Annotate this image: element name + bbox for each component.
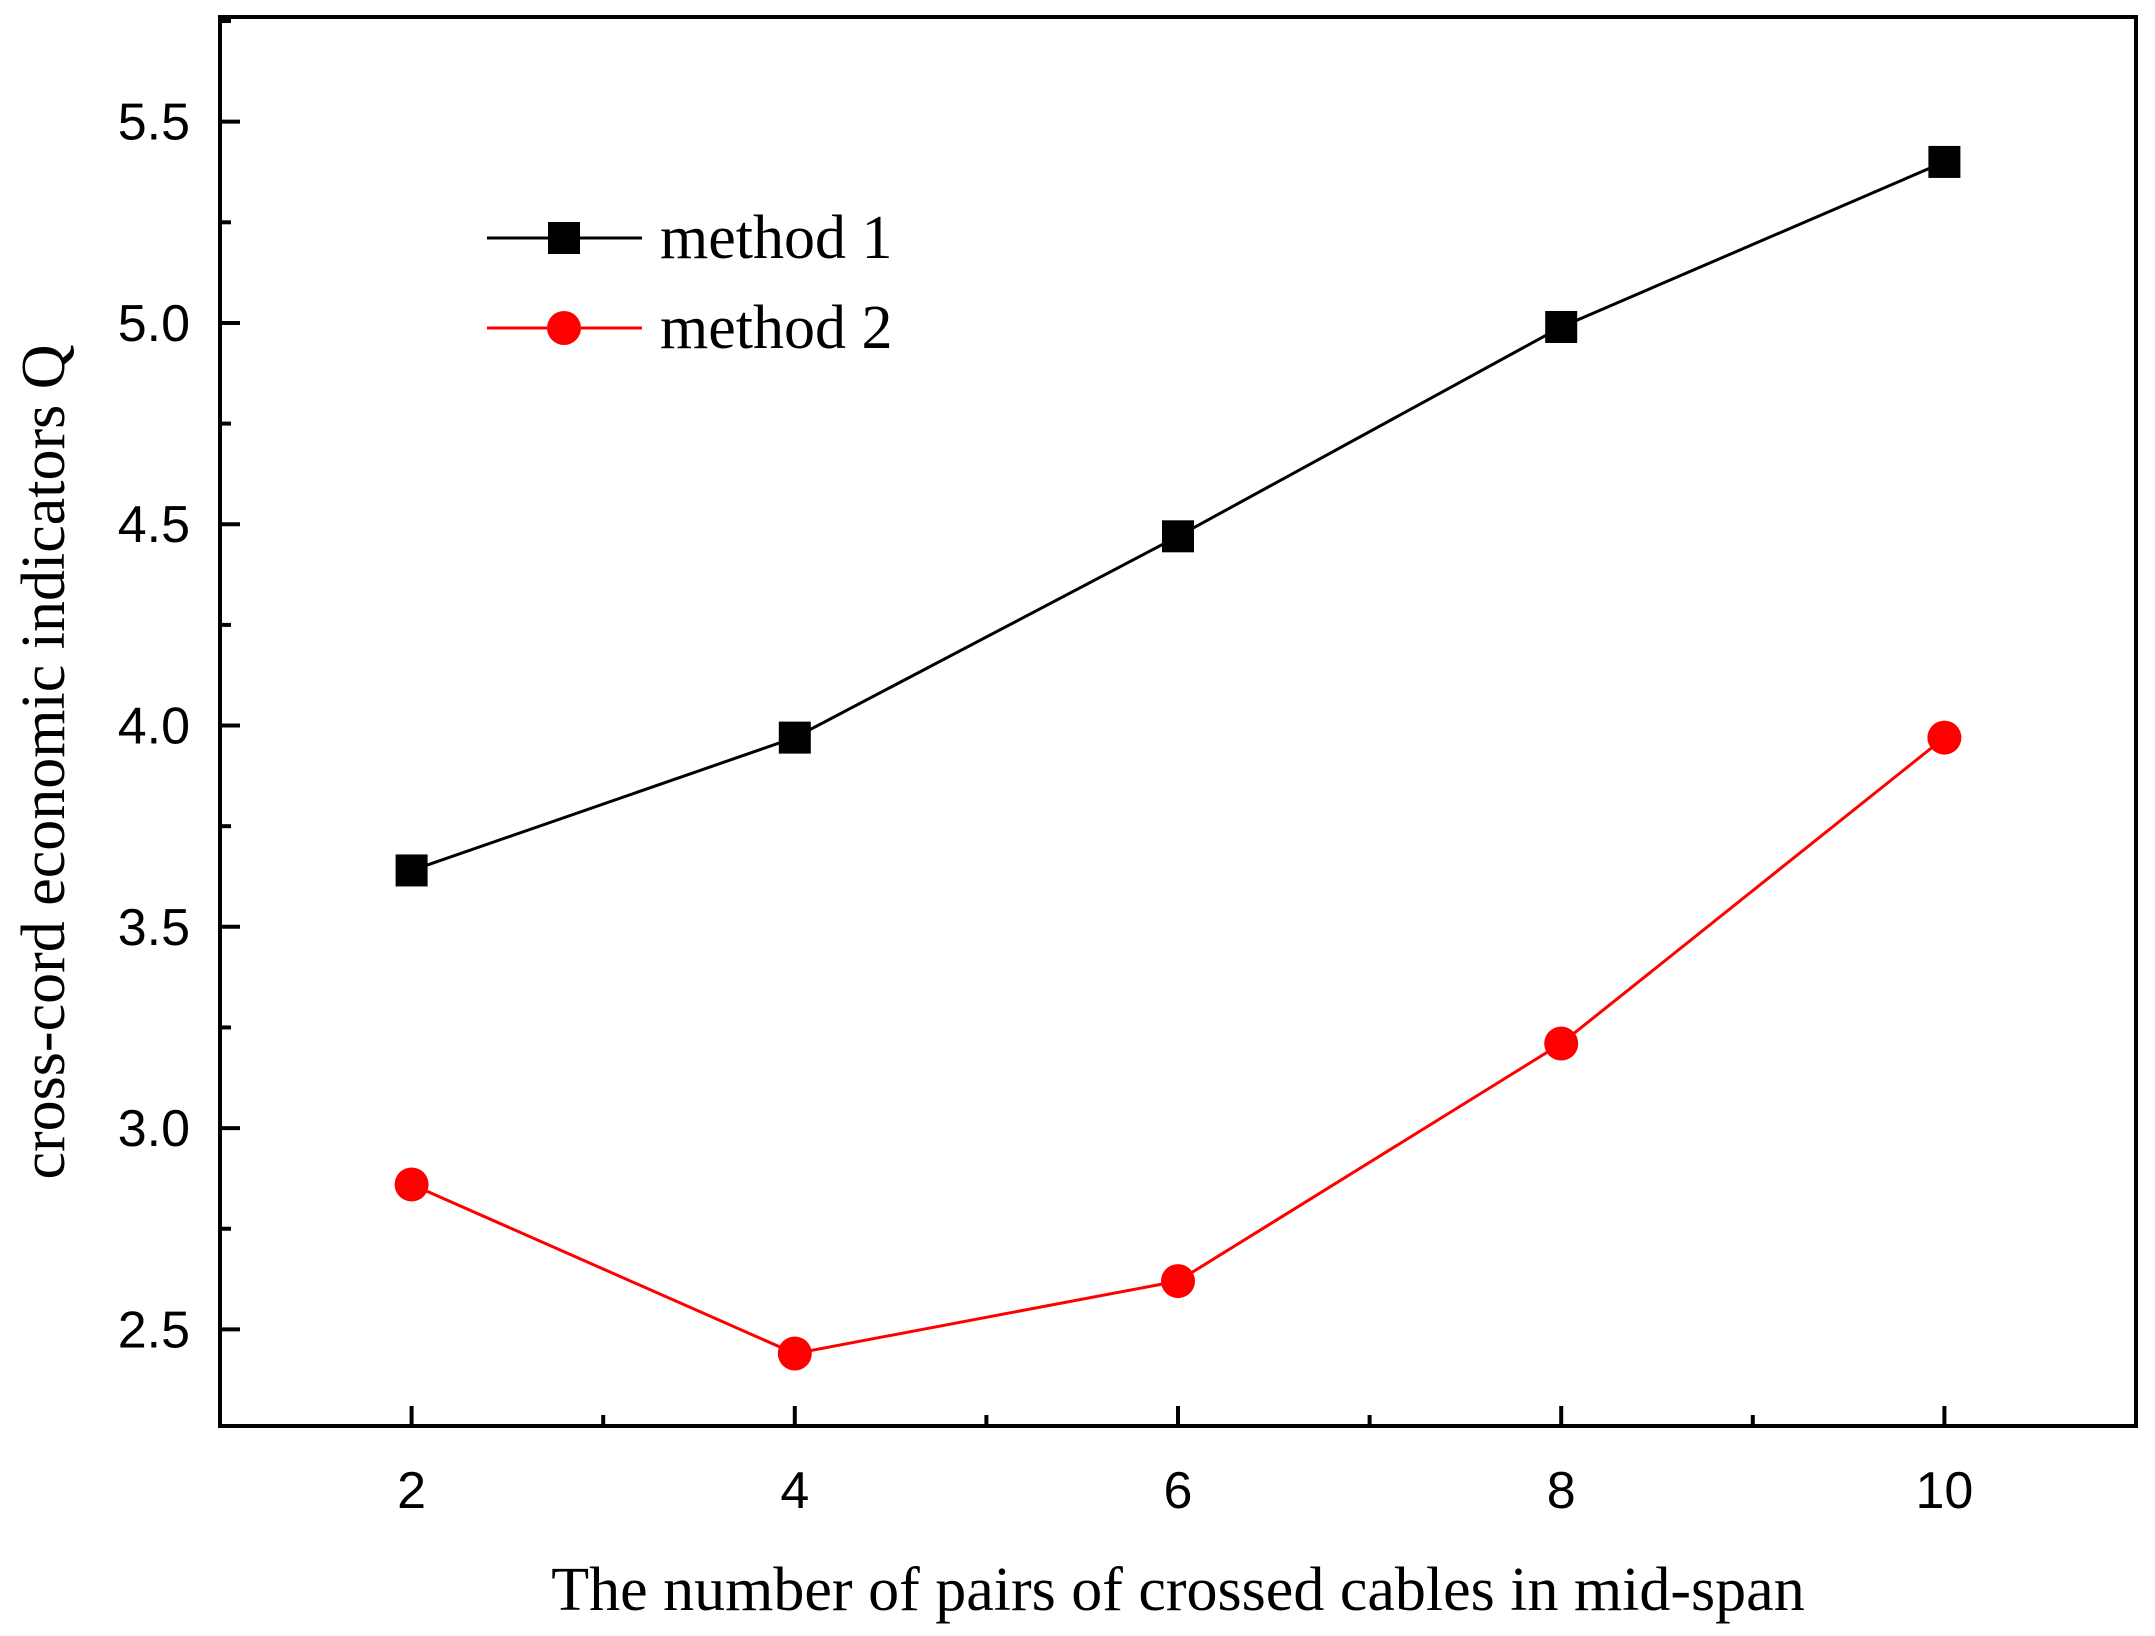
- series-line-method-1: [411, 160, 1945, 872]
- y-tick-label: 2.5: [118, 1301, 190, 1359]
- data-point: [1161, 1264, 1195, 1299]
- legend: method 1 method 2: [487, 204, 892, 362]
- y-tick-label: 5.5: [118, 94, 190, 152]
- x-tick-label: 4: [780, 1462, 809, 1520]
- x-tick-label: 2: [397, 1462, 426, 1520]
- legend-item-method-1: method 1: [487, 204, 892, 272]
- series-method-2: [394, 720, 1962, 1371]
- y-tick-label: 4.0: [118, 698, 190, 756]
- data-point: [1927, 720, 1962, 755]
- y-tick-label: 3.0: [118, 1100, 190, 1158]
- x-tick-label: 10: [1915, 1462, 1973, 1520]
- data-point: [778, 721, 811, 754]
- legend-label: method 1: [660, 204, 892, 272]
- x-axis-ticks: 2 4 6 8 10: [397, 1406, 1973, 1520]
- data-point: [395, 854, 428, 887]
- y-tick-label: 5.0: [118, 295, 190, 353]
- series-layer: [394, 145, 1962, 1371]
- plot-frame: [218, 15, 2138, 1428]
- legend-item-method-2: method 2: [487, 294, 892, 362]
- legend-marker: [548, 222, 580, 254]
- x-tick-label: 8: [1547, 1462, 1576, 1520]
- data-point: [1928, 145, 1961, 178]
- y-axis-title: cross-cord economic indicators Q: [10, 344, 78, 1179]
- y-tick-label: 3.5: [118, 899, 190, 957]
- data-point: [1162, 520, 1194, 553]
- x-axis-title: The number of pairs of crossed cables in…: [551, 1556, 1804, 1624]
- legend-marker: [547, 311, 581, 345]
- x-tick-label: 6: [1164, 1462, 1193, 1520]
- series-line-method-2: [410, 736, 1946, 1356]
- legend-label: method 2: [660, 294, 892, 362]
- series-method-1: [395, 145, 1961, 887]
- data-point: [394, 1167, 429, 1202]
- y-axis-ticks: 2.5 3.0 3.5 4.0 4.5 5.0 5.5: [118, 19, 240, 1359]
- data-point: [1544, 1026, 1579, 1061]
- data-point: [777, 1336, 812, 1371]
- data-point: [1545, 310, 1578, 343]
- y-tick-label: 4.5: [118, 496, 190, 554]
